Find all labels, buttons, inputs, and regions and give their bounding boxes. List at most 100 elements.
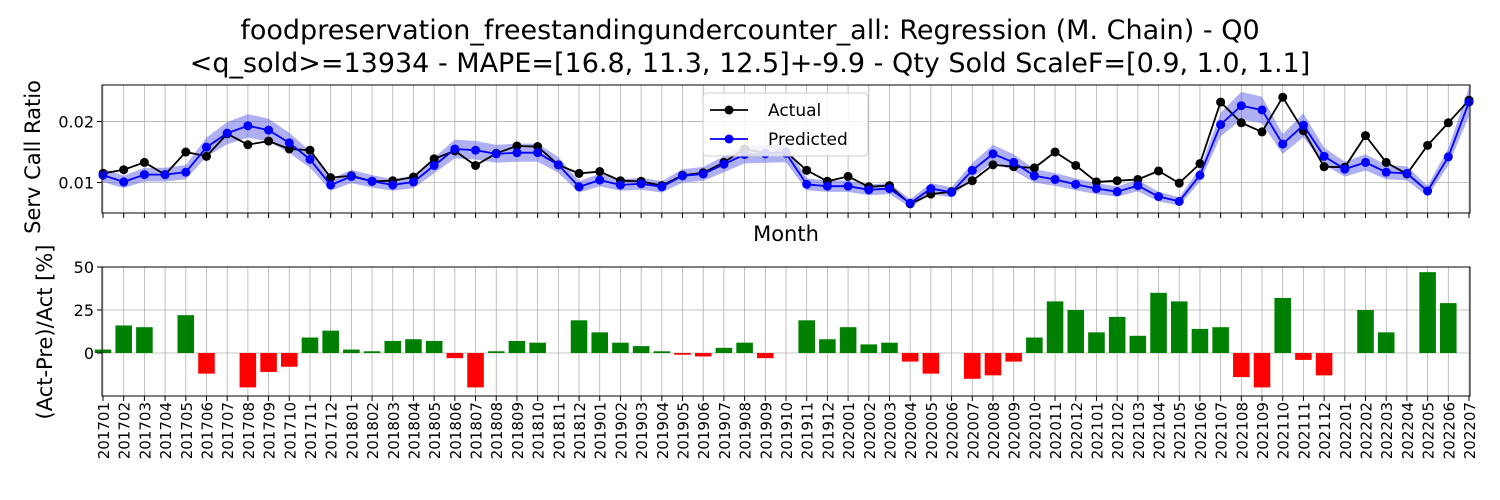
x-tick-label: 202007 [964,402,982,459]
y-tick-label: 25 [74,301,94,320]
actual-point [1195,159,1205,169]
predicted-point [1133,181,1143,191]
predicted-point [408,177,418,187]
actual-point [1174,178,1184,188]
predicted-point [595,175,605,185]
bar [570,320,588,353]
x-tick-label: 202205 [1420,402,1438,459]
predicted-point [1340,164,1350,174]
x-tick-label: 202106 [1192,402,1210,459]
actual-point [574,168,584,178]
legend-swatch-marker [724,105,734,115]
actual-point [512,141,522,151]
bar [446,353,464,359]
bar [819,339,836,353]
bar [301,337,319,353]
predicted-point [822,181,832,191]
bar [487,351,505,353]
predicted-point [947,187,957,197]
x-tick-label: 201804 [405,402,423,459]
bar [115,325,132,353]
bar [1295,353,1312,360]
predicted-point [346,171,356,181]
actual-point [264,136,274,146]
actual-point [201,151,211,161]
bar [984,353,1002,376]
predicted-point [119,177,129,187]
bar [963,353,981,379]
bar [881,342,898,353]
predicted-point [843,181,853,191]
predicted-point [284,138,294,148]
x-tick-label: 201907 [716,402,734,459]
x-tick-label: 202003 [881,402,899,459]
predicted-point [1050,174,1060,184]
actual-point [988,160,998,170]
x-tick-label: 202103 [1130,402,1148,459]
predicted-point [574,182,584,192]
bar [1315,353,1333,376]
bar [901,353,919,362]
x-tick-label: 202101 [1088,402,1106,459]
bar [136,327,153,353]
x-tick-label: 201701 [95,402,113,459]
actual-point [1381,157,1391,167]
x-tick-label: 201912 [819,402,837,459]
bar [1357,310,1374,353]
bar [1191,328,1209,353]
bar [1108,316,1126,353]
bar [467,353,484,388]
predicted-point [719,159,729,169]
actual-point [1278,92,1288,102]
x-tick-label: 202001 [840,402,858,459]
predicted-point [429,160,439,170]
predicted-point [491,149,501,159]
actual-point [139,157,149,167]
bar [177,315,195,353]
x-tick-label: 202207 [1461,402,1479,459]
bottom-axes: 0 25 50 (Act-Pre)/Act [%] [33,245,1471,420]
x-tick-label: 201702 [116,402,134,459]
predicted-point [1029,171,1039,181]
x-tick-label: 202005 [923,402,941,459]
predicted-point [1423,186,1433,196]
predicted-point [864,185,874,195]
bar [612,342,629,353]
x-tick-label: 201811 [550,402,568,459]
x-tick-label: 202105 [1171,402,1189,459]
x-tick-label: 201905 [675,402,693,459]
y-tick-label: 50 [74,258,94,277]
x-tick-label: 201807 [468,402,486,459]
x-tick-label: 202203 [1378,402,1396,459]
x-tick-label: 201709 [261,402,279,459]
x-tick-label: 201803 [385,402,403,459]
chart-title-line-2: <q_sold>=13934 - MAPE=[16.8, 11.3, 12.5]… [189,48,1311,79]
top-axes: 0.01 0.02 Serv Call Ratio Month [21,80,1471,246]
x-tick-label: 202111 [1295,402,1313,459]
predicted-point [1319,151,1329,161]
x-tick-label: 202204 [1399,402,1417,459]
predicted-point [1195,170,1205,180]
predicted-point [326,180,336,190]
bar [839,327,857,353]
bar [322,330,339,353]
x-tick-label: 202009 [1006,402,1024,459]
bar [198,353,215,374]
x-tick-label: 201705 [178,402,196,459]
bar [280,353,298,367]
actual-point [243,140,253,150]
x-tick-label: 201707 [219,402,237,459]
bar [508,340,526,353]
chart-title-line-1: foodpreservation_freestandingundercounte… [240,15,1260,46]
actual-point [181,147,191,157]
actual-point [1443,118,1453,128]
x-tick-label: 202102 [1109,402,1127,459]
x-tick-label: 202010 [1026,402,1044,459]
x-tick-label: 201706 [198,402,216,459]
bar [94,349,112,353]
bar [1419,272,1436,353]
predicted-point [201,142,211,152]
y-tick-label: 0 [84,344,94,363]
predicted-point [1464,97,1474,107]
actual-point [1423,140,1433,150]
